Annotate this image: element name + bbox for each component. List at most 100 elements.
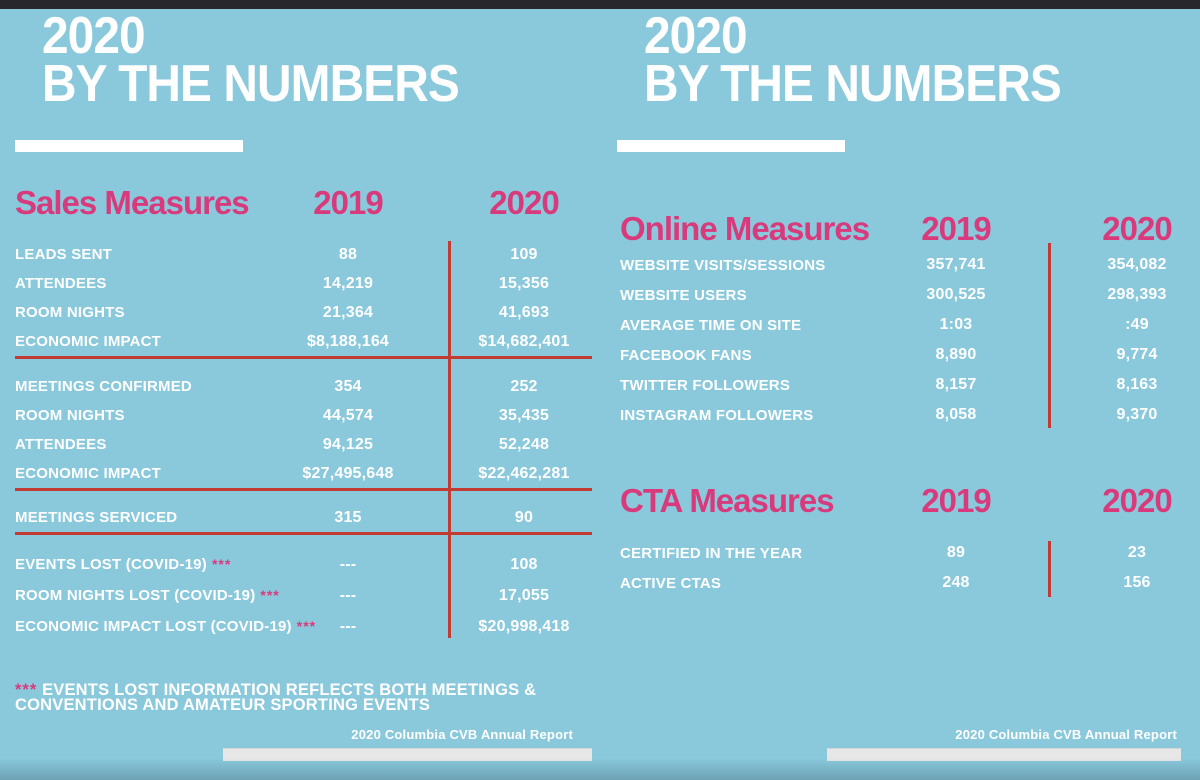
table-row: ROOM NIGHTS 21,364 41,693 xyxy=(15,298,600,327)
row-value-2020: 156 xyxy=(1123,574,1151,591)
table-row: ATTENDEES 14,219 15,356 xyxy=(15,269,600,298)
table-row: ROOM NIGHTS LOST (COVID-19) *** --- 17,05… xyxy=(15,580,600,611)
row-label: LEADS SENT xyxy=(15,246,113,263)
table-row: WEBSITE VISITS/SESSIONS 357,741 354,082 xyxy=(620,250,1200,280)
title-underline xyxy=(617,140,845,152)
table-group-leads: LEADS SENT 88 109 ATTENDEES 14,219 15,35… xyxy=(15,240,600,356)
row-value-2020: 17,055 xyxy=(498,586,550,604)
slide-title: 2020 BY THE NUMBERS xyxy=(42,7,460,113)
row-label: ROOM NIGHTS xyxy=(15,304,125,321)
footnote-marker: *** xyxy=(260,587,280,603)
table-row: ECONOMIC IMPACT $27,495,648 $22,462,281 xyxy=(15,459,600,488)
row-value-2020: 9,774 xyxy=(1116,346,1158,363)
section-heading-cta: CTA Measures xyxy=(620,482,835,519)
row-label: MEETINGS CONFIRMED xyxy=(15,378,192,395)
row-value-2020: 90 xyxy=(514,508,534,526)
slide-title-line1: 2020 xyxy=(644,7,748,65)
row-label: ECONOMIC IMPACT xyxy=(15,465,162,482)
row-label: WEBSITE USERS xyxy=(620,286,747,304)
row-value-2019: --- xyxy=(339,617,357,635)
row-label: CERTIFIED IN THE YEAR xyxy=(620,544,803,562)
row-value-2019: 14,219 xyxy=(322,274,374,292)
row-value-2019: 300,525 xyxy=(926,286,986,303)
table-group-meetings-serviced: MEETINGS SERVICED 315 90 xyxy=(15,503,600,532)
table-row: CERTIFIED IN THE YEAR 89 23 xyxy=(620,538,1200,568)
column-header-2020: 2020 xyxy=(489,184,559,221)
footnote-marker: *** xyxy=(211,556,232,572)
footnote-marker: *** xyxy=(15,681,38,699)
row-label: ROOM NIGHTS xyxy=(15,407,125,424)
table-group-meetings-confirmed: MEETINGS CONFIRMED 354 252 ROOM NIGHTS 4… xyxy=(15,372,600,488)
online-measures-table: WEBSITE VISITS/SESSIONS 357,741 354,082 … xyxy=(620,250,1200,430)
footnote-line1: *** EVENTS LOST INFORMATION REFLECTS BOT… xyxy=(15,681,537,699)
row-label: ATTENDEES xyxy=(15,436,107,453)
row-label: ACTIVE CTAS xyxy=(620,574,722,592)
title-underline xyxy=(15,140,243,152)
row-value-2020: 9,370 xyxy=(1116,406,1158,423)
table-row: MEETINGS SERVICED 315 90 xyxy=(15,503,600,532)
table-group-covid-losses: EVENTS LOST (COVID-19) *** --- 108 ROOM N… xyxy=(15,549,600,642)
slide-title: 2020 BY THE NUMBERS xyxy=(644,7,1062,113)
slide-title-line2: BY THE NUMBERS xyxy=(42,55,460,113)
footer-bar xyxy=(827,748,1181,761)
row-value-2020: 35,435 xyxy=(498,406,550,424)
row-value-2019: 8,157 xyxy=(935,376,977,393)
row-value-2020: $14,682,401 xyxy=(478,332,570,350)
table-row: ACTIVE CTAS 248 156 xyxy=(620,568,1200,598)
column-header-2019: 2019 xyxy=(313,184,383,221)
footnote-marker: *** xyxy=(296,618,317,634)
row-label: ECONOMIC IMPACT LOST (COVID-19) *** xyxy=(15,618,317,635)
vertical-divider xyxy=(1048,541,1051,597)
row-value-2020: 15,356 xyxy=(498,274,550,292)
footer-bar xyxy=(223,748,592,761)
slide-title-line1: 2020 xyxy=(42,7,146,65)
table-row: ATTENDEES 94,125 52,248 xyxy=(15,430,600,459)
row-value-2020: 41,693 xyxy=(498,303,550,321)
slide-title-line2: BY THE NUMBERS xyxy=(644,55,1062,113)
row-value-2020: $20,998,418 xyxy=(478,617,570,635)
column-header-2019: 2019 xyxy=(921,482,991,519)
row-value-2019: --- xyxy=(339,555,357,573)
table-row: ROOM NIGHTS 44,574 35,435 xyxy=(15,401,600,430)
table-row: LEADS SENT 88 109 xyxy=(15,240,600,269)
sales-measures-table: LEADS SENT 88 109 ATTENDEES 14,219 15,35… xyxy=(15,237,600,642)
row-value-2020: 354,082 xyxy=(1107,256,1167,273)
row-value-2020: 252 xyxy=(510,377,538,395)
row-label: EVENTS LOST (COVID-19) *** xyxy=(15,556,232,573)
footer-text: 2020 Columbia CVB Annual Report xyxy=(955,727,1177,742)
row-value-2020: 52,248 xyxy=(498,435,550,453)
row-label: WEBSITE VISITS/SESSIONS xyxy=(620,256,826,274)
top-bar xyxy=(0,0,1200,9)
row-value-2020: 298,393 xyxy=(1107,286,1167,303)
table-row: ECONOMIC IMPACT LOST (COVID-19) *** --- $… xyxy=(15,611,600,642)
row-value-2019: 94,125 xyxy=(322,435,374,453)
row-label: FACEBOOK FANS xyxy=(620,346,752,364)
row-value-2019: 44,574 xyxy=(322,406,374,424)
vertical-divider xyxy=(1048,243,1051,428)
table-row: WEBSITE USERS 300,525 298,393 xyxy=(620,280,1200,310)
row-value-2020: 108 xyxy=(510,555,538,573)
row-value-2019: 357,741 xyxy=(926,256,986,273)
row-value-2020: 109 xyxy=(510,245,538,263)
row-label: AVERAGE TIME ON SITE xyxy=(620,316,802,334)
horizontal-divider xyxy=(15,488,592,491)
table-row: MEETINGS CONFIRMED 354 252 xyxy=(15,372,600,401)
section-heading-online: Online Measures xyxy=(620,210,870,247)
vertical-divider xyxy=(448,241,451,638)
row-label: ROOM NIGHTS LOST (COVID-19) *** xyxy=(15,587,280,604)
table-row: TWITTER FOLLOWERS 8,157 8,163 xyxy=(620,370,1200,400)
slide-left: 2020 BY THE NUMBERS Sales Measures 2019 … xyxy=(15,7,600,761)
footnote: *** EVENTS LOST INFORMATION REFLECTS BOT… xyxy=(15,681,585,714)
row-label: ECONOMIC IMPACT xyxy=(15,333,162,350)
slide-right: 2020 BY THE NUMBERS Online Measures 2019… xyxy=(600,0,1200,780)
row-value-2020: $22,462,281 xyxy=(478,464,570,482)
table-row: EVENTS LOST (COVID-19) *** --- 108 xyxy=(15,549,600,580)
row-value-2020: 8,163 xyxy=(1116,376,1158,393)
row-label: MEETINGS SERVICED xyxy=(15,509,178,526)
table-row: AVERAGE TIME ON SITE 1:03 :49 xyxy=(620,310,1200,340)
footnote-line2: CONVENTIONS AND AMATEUR SPORTING EVENTS xyxy=(15,696,431,714)
row-label: ATTENDEES xyxy=(15,275,107,292)
table-row: FACEBOOK FANS 8,890 9,774 xyxy=(620,340,1200,370)
horizontal-divider xyxy=(15,532,592,535)
row-value-2019: 88 xyxy=(338,245,358,263)
